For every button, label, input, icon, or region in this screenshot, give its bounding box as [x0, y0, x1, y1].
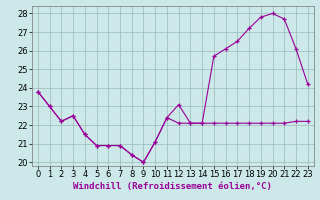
X-axis label: Windchill (Refroidissement éolien,°C): Windchill (Refroidissement éolien,°C)	[73, 182, 272, 191]
